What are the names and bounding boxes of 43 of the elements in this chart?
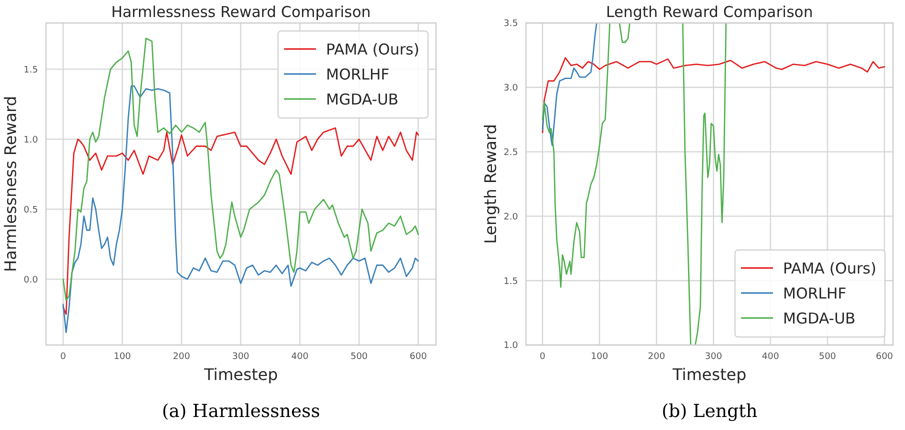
y-tick-label: 3.0 bbox=[504, 84, 518, 94]
legend-label: MGDA-UB bbox=[326, 90, 398, 108]
legend-label: PAMA (Ours) bbox=[783, 259, 876, 278]
y-tick-label: 1.5 bbox=[24, 65, 38, 76]
y-tick-label: 1.0 bbox=[504, 341, 518, 352]
y-tick-label: 0.5 bbox=[24, 205, 38, 216]
y-tick-label: 2.5 bbox=[504, 148, 518, 158]
line-series bbox=[62, 85, 419, 334]
x-tick-label: 600 bbox=[410, 352, 428, 362]
y-tick-label: 3.5 bbox=[504, 19, 518, 30]
x-tick-label: 500 bbox=[818, 352, 836, 362]
y-tick-label: 1.0 bbox=[24, 135, 38, 146]
legend-label: PAMA (Ours) bbox=[326, 40, 420, 58]
x-axis-title: Timestep bbox=[203, 365, 278, 384]
chart-title: Length Reward Comparison bbox=[606, 3, 813, 21]
legend-label: MORLHF bbox=[783, 284, 846, 302]
y-axis-title: Length Reward bbox=[481, 124, 500, 244]
y-tick-label: 2.0 bbox=[504, 212, 518, 222]
x-tick-label: 200 bbox=[648, 352, 666, 362]
x-tick-label: 100 bbox=[114, 352, 132, 362]
text: (b) Length bbox=[662, 401, 758, 422]
line-series bbox=[62, 38, 419, 301]
x-tick-label: 200 bbox=[172, 352, 190, 362]
chart-title: Harmlessness Reward Comparison bbox=[111, 3, 371, 21]
line-series bbox=[62, 127, 419, 315]
x-tick-label: 400 bbox=[291, 352, 309, 362]
text: (a) Harmlessness bbox=[162, 401, 320, 422]
legend-label: MORLHF bbox=[326, 65, 390, 84]
line-series bbox=[542, 57, 886, 134]
y-tick-label: 0.0 bbox=[24, 275, 38, 286]
x-tick-label: 100 bbox=[590, 352, 608, 362]
x-tick-label: 400 bbox=[762, 352, 780, 362]
x-tick-label: 300 bbox=[232, 352, 250, 362]
x-axis-title: Timestep bbox=[672, 365, 746, 384]
x-tick-label: 300 bbox=[704, 352, 722, 362]
line-series bbox=[542, 23, 598, 146]
x-tick-label: 600 bbox=[876, 352, 894, 362]
x-tick-label: 0 bbox=[540, 352, 546, 362]
x-tick-label: 500 bbox=[350, 352, 368, 362]
y-axis-title: Harmlessness Reward bbox=[1, 96, 20, 272]
y-tick-label: 1.5 bbox=[504, 276, 518, 287]
legend-label: MGDA-UB bbox=[783, 309, 856, 328]
x-tick-label: 0 bbox=[60, 352, 66, 362]
